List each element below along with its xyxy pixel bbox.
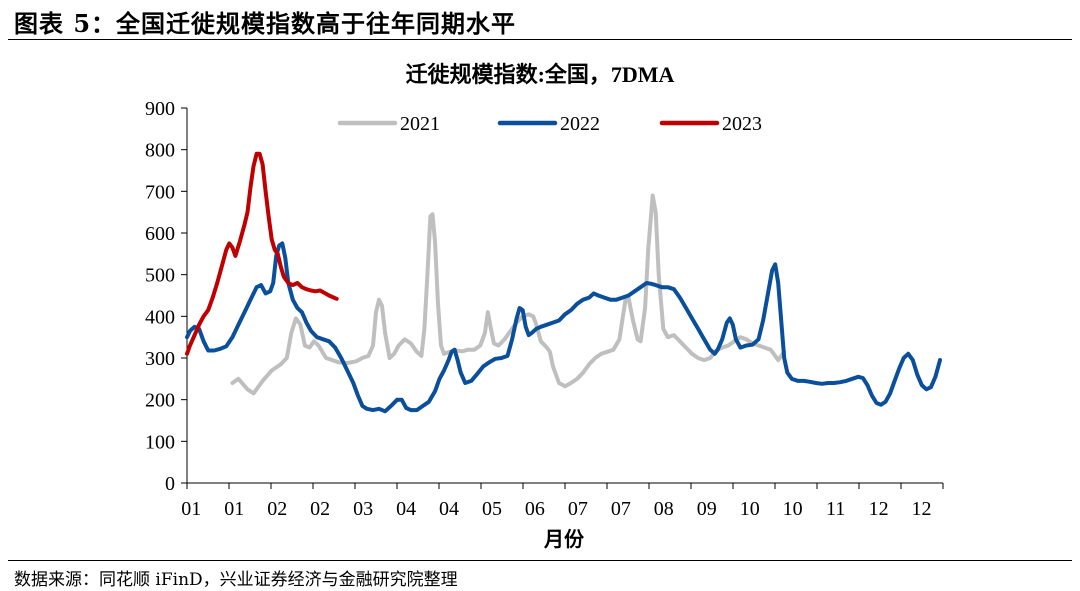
chart-legend: 2021 2022 2023	[337, 113, 762, 135]
title-rule	[8, 39, 1072, 40]
y-tick-label: 600	[145, 223, 175, 245]
source-rule	[8, 560, 1072, 561]
y-tick-label: 500	[145, 265, 175, 287]
chart-title: 迁徙规模指数:全国，7DMA	[406, 62, 675, 87]
series-line-2021	[230, 193, 787, 396]
series-line-2022	[185, 241, 942, 414]
x-tick-label: 06	[525, 498, 545, 520]
x-tick-label: 09	[697, 498, 717, 520]
x-tick-label: 12	[869, 498, 889, 520]
source-note: 数据来源：同花顺 iFinD，兴业证券经济与金融研究院整理	[14, 570, 458, 590]
x-tick-label: 01	[224, 498, 244, 520]
y-tick-label: 0	[165, 473, 175, 495]
legend-label-2023: 2023	[722, 113, 762, 135]
x-tick-label: 12	[912, 498, 932, 520]
y-tick-label: 800	[145, 140, 175, 162]
chart-lines	[185, 151, 942, 414]
y-tick-label: 200	[145, 390, 175, 412]
chart-axes: 0 100 200 300 400 500 600 700 800 900 01 01 02 02 03 04…	[145, 98, 944, 520]
x-tick-label: 01	[181, 498, 201, 520]
chart-area: 迁徙规模指数:全国，7DMA 2021 2022 2023 0 100 200 300 40…	[0, 40, 1080, 560]
x-tick-label: 02	[310, 498, 330, 520]
y-tick-label: 100	[145, 431, 175, 453]
y-tick-label: 700	[145, 181, 175, 203]
legend-label-2021: 2021	[400, 113, 440, 135]
x-tick-label: 07	[568, 498, 588, 520]
x-tick-label: 04	[396, 498, 416, 520]
x-tick-label: 07	[611, 498, 631, 520]
y-tick-label: 400	[145, 306, 175, 328]
series-line-2023	[185, 151, 339, 356]
x-tick-label: 11	[826, 498, 845, 520]
x-tick-label: 04	[439, 498, 459, 520]
y-tick-label: 900	[145, 98, 175, 120]
x-tick-label: 03	[353, 498, 373, 520]
x-tick-label: 08	[654, 498, 674, 520]
x-axis-label: 月份	[543, 527, 585, 551]
chart-svg: 迁徙规模指数:全国，7DMA 2021 2022 2023 0 100 200 300 40…	[145, 62, 944, 551]
legend-label-2022: 2022	[560, 113, 600, 135]
x-tick-label: 05	[482, 498, 502, 520]
figure-title: 图表 5：全国迁徙规模指数高于往年同期水平	[14, 9, 517, 38]
y-tick-label: 300	[145, 348, 175, 370]
x-tick-label: 10	[783, 498, 803, 520]
x-tick-label: 10	[740, 498, 760, 520]
x-tick-label: 02	[267, 498, 287, 520]
